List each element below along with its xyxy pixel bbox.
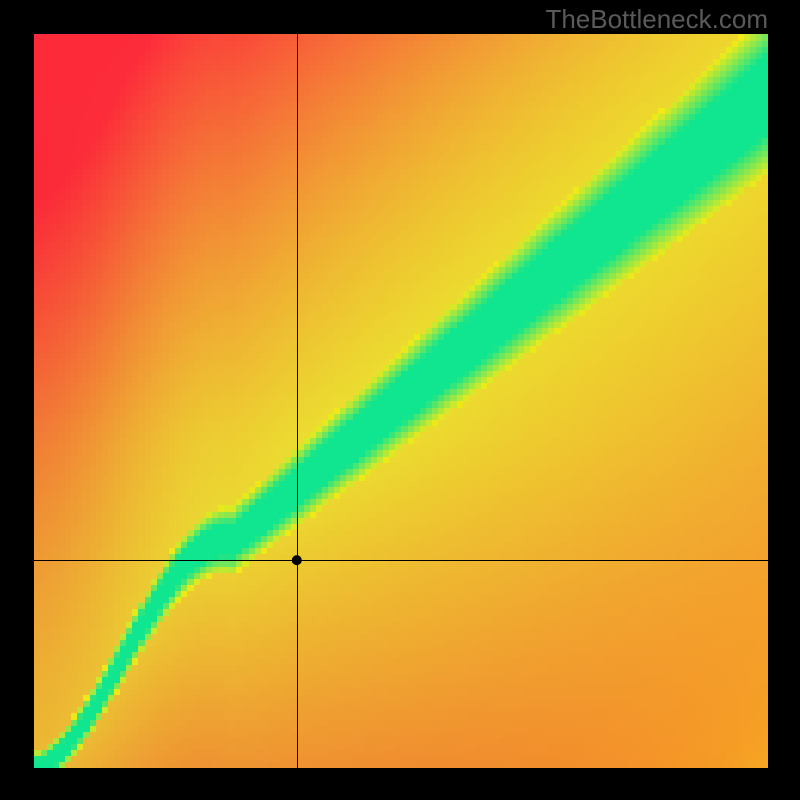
bottleneck-heatmap bbox=[34, 34, 768, 768]
chart-container: TheBottleneck.com bbox=[0, 0, 800, 800]
watermark-text: TheBottleneck.com bbox=[545, 4, 768, 35]
